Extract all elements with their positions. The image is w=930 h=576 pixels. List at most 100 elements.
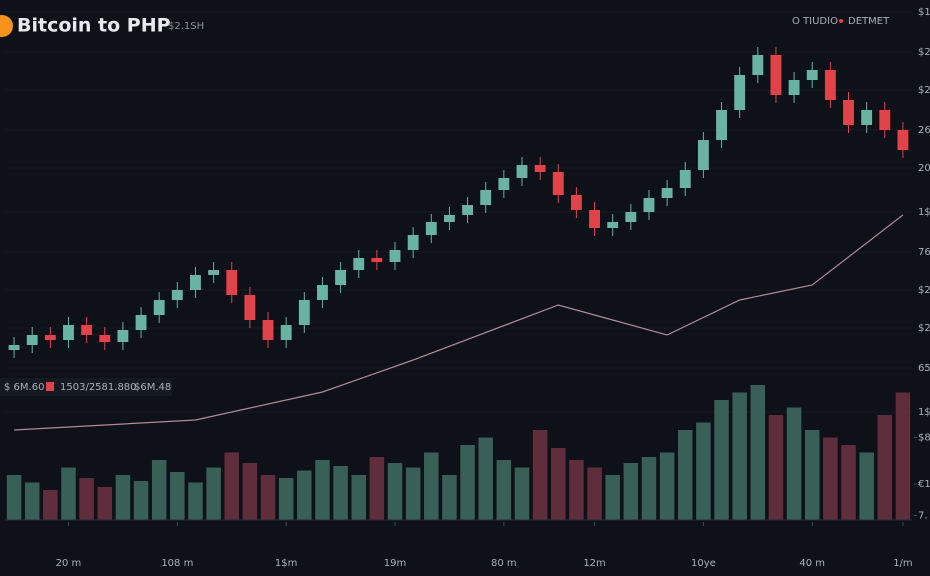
candle-body — [752, 55, 764, 75]
x-tick-label: 20 m — [56, 558, 82, 569]
volume-bar — [804, 430, 820, 520]
candle-body — [824, 70, 836, 100]
volume-bar — [387, 463, 403, 520]
volume-bar — [297, 470, 312, 520]
volume-bar — [696, 422, 711, 520]
volume-bar — [405, 467, 421, 520]
volume-bar — [732, 392, 747, 520]
candle-body — [861, 110, 873, 125]
y-tick-label: 76 — [918, 247, 930, 258]
volume-bar — [750, 385, 766, 520]
volume-bar — [115, 475, 131, 520]
chart-subtitle: $2.1SH — [168, 21, 204, 32]
candle-body — [262, 320, 274, 340]
volume-bar — [442, 475, 457, 520]
y-tick-label: 65 — [918, 363, 930, 374]
y-tick-label: 26 — [918, 125, 930, 136]
y-tick-label: $2 — [918, 285, 930, 296]
legend-entry: O TIUDIO — [792, 16, 838, 27]
volume-bar — [97, 487, 113, 520]
candle-body — [480, 190, 492, 205]
volume-bar — [532, 430, 548, 520]
candle-body — [679, 170, 691, 188]
volume-bar — [224, 452, 240, 520]
volume-bar — [188, 482, 203, 520]
legend-dot — [839, 19, 843, 23]
candle-body — [190, 275, 201, 290]
legend-entry: DETMET — [848, 16, 890, 27]
volume-bar — [460, 445, 475, 520]
volume-bar — [551, 448, 566, 520]
candle-body — [135, 315, 147, 330]
volume-bar — [79, 478, 94, 520]
volume-bar — [333, 466, 348, 520]
volume-bar — [895, 392, 911, 520]
candle-body — [879, 110, 891, 130]
candle-body — [280, 325, 292, 340]
candle-body — [498, 178, 510, 190]
candle-body — [208, 270, 220, 275]
x-tick-label: 40 m — [799, 558, 825, 569]
y2-tick-label: $8 — [918, 433, 930, 444]
x-tick-label: 1/m — [893, 558, 912, 569]
volume-bar — [242, 463, 258, 520]
volume-bar — [6, 475, 22, 520]
candle-body — [81, 325, 93, 335]
y-tick-label: 20 — [918, 163, 930, 174]
x-tick-label: 12m — [583, 558, 605, 569]
y-tick-label: $2 — [918, 85, 930, 96]
volume-bar — [768, 415, 784, 520]
volume-bar — [623, 463, 639, 520]
candle-body — [716, 110, 727, 140]
volume-bar — [823, 437, 838, 520]
volume-bar — [369, 457, 385, 520]
volume-bar — [569, 460, 584, 520]
candle-body — [171, 290, 183, 300]
candle-body — [734, 75, 746, 110]
info-text: $6M.48 — [134, 382, 171, 393]
volume-bar — [641, 457, 657, 520]
volume-bar — [605, 475, 620, 520]
candle-body — [99, 335, 111, 342]
volume-bar — [260, 475, 276, 520]
candle-body — [44, 335, 56, 340]
bitcoin-icon — [0, 15, 13, 37]
volume-bar — [206, 467, 221, 520]
y-tick-label: $2 — [918, 47, 930, 58]
candle-body — [788, 80, 800, 95]
volume-bar — [859, 452, 874, 520]
candle-body — [843, 100, 854, 125]
candle-body — [570, 195, 582, 210]
info-text: $ 6M.60 — [4, 382, 44, 393]
x-tick-label: 10ye — [691, 558, 716, 569]
volume-bar — [151, 460, 167, 520]
candle-body — [8, 345, 20, 350]
volume-bar — [677, 430, 693, 520]
candle-body — [607, 222, 619, 228]
candle-body — [226, 270, 238, 295]
x-tick-label: 19m — [384, 558, 406, 569]
candle-body — [643, 198, 655, 212]
candle-body — [63, 325, 74, 340]
volume-bar — [786, 407, 802, 520]
y2-tick-label: €1 — [918, 479, 930, 490]
chart-title: Bitcoin to PHP — [17, 15, 171, 37]
volume-bar — [478, 437, 493, 520]
candle-body — [153, 300, 165, 315]
volume-bar — [424, 452, 439, 520]
y-tick-label: $2 — [918, 323, 930, 334]
x-tick-label: 80 m — [491, 558, 517, 569]
volume-bar — [841, 445, 856, 520]
candle-body — [407, 235, 419, 250]
candle-body — [770, 55, 782, 95]
candle-body — [425, 222, 437, 235]
y-tick-label: $1 — [918, 7, 930, 18]
volume-bar — [43, 490, 58, 520]
volume-bar — [587, 467, 602, 520]
y-tick-label: 1$ — [918, 207, 930, 218]
candle-body — [697, 140, 709, 170]
candle-body — [625, 212, 637, 222]
volume-bar — [514, 467, 530, 520]
